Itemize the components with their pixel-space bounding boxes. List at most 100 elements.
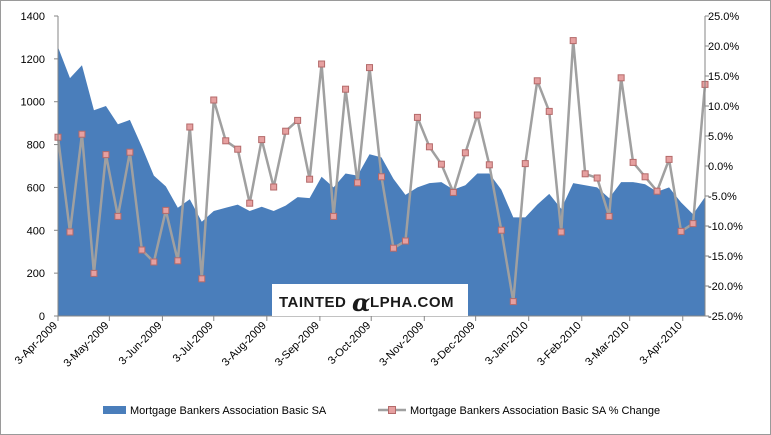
pct-change-marker — [138, 246, 146, 254]
watermark: TAINTED α LPHA.COM — [272, 284, 468, 317]
left-tick-label: 800 — [27, 140, 45, 152]
pct-change-marker — [629, 158, 637, 166]
pct-change-marker — [174, 257, 182, 265]
pct-change-marker — [222, 137, 230, 145]
pct-change-marker — [294, 116, 302, 124]
pct-change-marker — [78, 130, 86, 138]
legend-area-label: Mortgage Bankers Association Basic SA — [130, 405, 327, 417]
line-series — [54, 37, 709, 306]
legend-line-marker — [388, 406, 396, 414]
left-tick-label: 0 — [39, 311, 45, 323]
pct-change-marker — [378, 173, 385, 181]
pct-change-marker — [126, 148, 134, 156]
right-tick-label: -20.0% — [708, 281, 743, 293]
pct-change-marker — [641, 173, 649, 181]
watermark-suffix: LPHA.COM — [370, 294, 454, 311]
pct-change-marker — [318, 60, 326, 68]
x-tick-label: 3-Dec-2009 — [429, 320, 478, 369]
x-tick-label: 3-Aug-2009 — [220, 320, 269, 369]
x-tick-label: 3-Feb-2010 — [535, 320, 584, 369]
x-tick-label: 3-Jul-2009 — [171, 320, 216, 365]
x-axis-ticks: 3-Apr-2009 3-May-2009 3-Jun-2009 3-Jul-2009… — [13, 316, 685, 370]
pct-change-marker — [509, 298, 517, 306]
pct-change-marker — [557, 228, 565, 236]
pct-change-marker — [234, 145, 242, 153]
pct-change-marker — [330, 212, 338, 220]
pct-change-marker — [413, 113, 421, 121]
left-tick-label: 400 — [27, 225, 45, 237]
left-tick-label: 1400 — [21, 11, 45, 23]
x-tick-label: 3-Mar-2010 — [583, 320, 632, 369]
right-tick-label: 20.0% — [708, 41, 739, 53]
pct-change-marker — [342, 85, 350, 93]
right-axis-ticks: -25.0% -20.0% -15.0% -10.0% -5.0% 0.0% 5.0% 10.… — [705, 11, 743, 323]
watermark-alpha: α — [352, 288, 370, 317]
pct-change-marker — [162, 206, 170, 214]
pct-change-marker — [533, 77, 541, 85]
pct-change-marker — [581, 170, 589, 178]
pct-change-marker — [437, 160, 445, 168]
right-tick-label: -25.0% — [708, 311, 743, 323]
pct-change-marker — [497, 226, 505, 234]
pct-change-marker — [473, 111, 481, 119]
x-tick-label: 3-Jan-2010 — [483, 320, 531, 368]
pct-change-marker — [665, 155, 673, 163]
right-tick-label: 0.0% — [708, 161, 733, 173]
legend-line-label: Mortgage Bankers Association Basic SA % … — [410, 405, 660, 417]
pct-change-marker — [521, 160, 529, 168]
pct-change-marker — [258, 136, 266, 144]
pct-change-marker — [461, 149, 469, 157]
left-tick-label: 1000 — [21, 97, 45, 109]
pct-change-marker — [354, 179, 362, 187]
pct-change-marker — [677, 227, 685, 235]
pct-change-marker — [389, 244, 397, 252]
pct-change-marker — [689, 220, 697, 228]
left-tick-label: 200 — [27, 268, 45, 280]
left-axis-ticks: 0 200 400 600 800 1000 1200 1400 — [21, 11, 58, 323]
legend: Mortgage Bankers Association Basic SA Mo… — [103, 405, 660, 417]
x-tick-label: 3-Oct-2009 — [326, 320, 373, 367]
x-tick-label: 3-Apr-2010 — [637, 320, 684, 367]
right-tick-label: 5.0% — [708, 131, 733, 143]
right-tick-label: -15.0% — [708, 251, 743, 263]
pct-change-marker — [114, 212, 122, 220]
pct-change-marker — [485, 161, 493, 169]
pct-change-marker — [66, 228, 74, 236]
pct-change-marker — [366, 64, 374, 72]
x-tick-label: 3-Nov-2009 — [377, 320, 426, 369]
left-tick-label: 1200 — [21, 54, 45, 66]
pct-change-marker — [246, 199, 254, 207]
pct-change-marker — [150, 258, 158, 266]
pct-change-marker — [449, 188, 457, 196]
x-tick-label: 3-May-2009 — [61, 320, 111, 370]
x-tick-label: 3-Sep-2009 — [273, 320, 322, 369]
right-tick-label: -5.0% — [708, 191, 737, 203]
right-tick-label: -10.0% — [708, 221, 743, 233]
pct-change-marker — [593, 174, 601, 182]
pct-change-marker — [210, 96, 218, 104]
pct-change-marker — [270, 183, 278, 191]
legend-area-swatch — [103, 406, 126, 414]
x-tick-label: 3-Apr-2009 — [13, 320, 60, 367]
watermark-prefix: TAINTED — [279, 294, 346, 311]
pct-change-marker — [569, 37, 577, 45]
pct-change-marker — [653, 187, 661, 195]
pct-change-marker — [605, 212, 613, 220]
pct-change-marker — [401, 237, 409, 245]
pct-change-marker — [306, 175, 314, 183]
right-tick-label: 25.0% — [708, 11, 739, 23]
pct-change-marker — [90, 269, 98, 277]
pct-change-marker — [425, 143, 433, 151]
right-tick-label: 10.0% — [708, 101, 739, 113]
x-tick-label: 3-Jun-2009 — [117, 320, 165, 368]
right-tick-label: 15.0% — [708, 71, 739, 83]
pct-change-marker — [282, 127, 290, 135]
watermark-box — [272, 284, 468, 316]
pct-change-marker — [186, 123, 194, 131]
left-tick-label: 600 — [27, 182, 45, 194]
pct-change-marker — [545, 107, 553, 115]
pct-change-marker — [102, 151, 110, 159]
pct-change-marker — [617, 74, 625, 82]
pct-change-marker — [198, 275, 206, 283]
